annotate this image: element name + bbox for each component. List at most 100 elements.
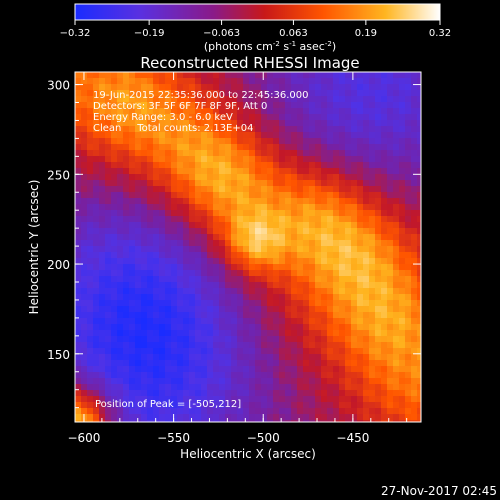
heatmap-cell: [231, 348, 238, 355]
heatmap-cell: [303, 246, 310, 253]
heatmap-cell: [153, 396, 160, 403]
heatmap-cell: [225, 360, 232, 367]
heatmap-cell: [417, 156, 422, 163]
heatmap-cell: [147, 240, 154, 247]
heatmap-cell: [321, 276, 328, 283]
heatmap-cell: [159, 378, 166, 385]
heatmap-cell: [129, 408, 136, 415]
heatmap-cell: [201, 138, 208, 145]
heatmap-cell: [117, 246, 124, 253]
heatmap-cell: [381, 102, 388, 109]
heatmap-cell: [255, 300, 262, 307]
heatmap-cell: [267, 348, 274, 355]
heatmap-cell: [411, 354, 418, 361]
heatmap-cell: [147, 300, 154, 307]
heatmap-cell: [375, 354, 382, 361]
heatmap-cell: [219, 192, 226, 199]
heatmap-cell: [297, 132, 304, 139]
heatmap-cell: [399, 276, 406, 283]
heatmap-cell: [267, 324, 274, 331]
heatmap-cell: [237, 360, 244, 367]
heatmap-cell: [351, 246, 358, 253]
heatmap-cell: [279, 78, 286, 85]
heatmap-cell: [231, 186, 238, 193]
heatmap-cell: [327, 282, 334, 289]
heatmap-cell: [147, 234, 154, 241]
heatmap-cell: [99, 360, 106, 367]
heatmap-cell: [159, 78, 166, 85]
heatmap-cell: [231, 162, 238, 169]
heatmap-cell: [411, 348, 418, 355]
heatmap-cell: [135, 402, 142, 409]
heatmap-cell: [417, 78, 422, 85]
heatmap-cell: [111, 180, 118, 187]
heatmap-cell: [219, 414, 226, 421]
heatmap-cell: [369, 192, 376, 199]
heatmap-cell: [75, 186, 82, 193]
heatmap-cell: [231, 138, 238, 145]
heatmap-cell: [357, 414, 364, 421]
heatmap-cell: [123, 126, 130, 133]
heatmap-cell: [177, 258, 184, 265]
heatmap-cell: [87, 78, 94, 85]
heatmap-cell: [99, 390, 106, 397]
heatmap-cell: [327, 420, 334, 423]
heatmap-cell: [315, 174, 322, 181]
heatmap-cell: [93, 168, 100, 175]
heatmap-cell: [93, 264, 100, 271]
heatmap-cell: [369, 120, 376, 127]
heatmap-cell: [285, 318, 292, 325]
heatmap-cell: [309, 414, 316, 421]
heatmap-cell: [291, 114, 298, 121]
heatmap-cell: [141, 120, 148, 127]
heatmap-cell: [345, 132, 352, 139]
heatmap-cell: [189, 318, 196, 325]
heatmap-cell: [327, 192, 334, 199]
heatmap-cell: [135, 132, 142, 139]
heatmap-cell: [105, 288, 112, 295]
heatmap-cell: [285, 174, 292, 181]
heatmap-cell: [165, 126, 172, 133]
heatmap-cell: [207, 90, 214, 97]
heatmap-cell: [201, 114, 208, 121]
heatmap-cell: [81, 138, 88, 145]
heatmap-cell: [363, 288, 370, 295]
heatmap-cell: [111, 342, 118, 349]
heatmap-cell: [291, 312, 298, 319]
heatmap-cell: [393, 270, 400, 277]
heatmap-cell: [399, 120, 406, 127]
heatmap-cell: [207, 138, 214, 145]
heatmap-cell: [411, 78, 418, 85]
heatmap-cell: [111, 294, 118, 301]
heatmap-cell: [345, 228, 352, 235]
heatmap-cell: [387, 72, 394, 79]
heatmap-cell: [273, 348, 280, 355]
heatmap-cell: [135, 342, 142, 349]
heatmap-cell: [357, 108, 364, 115]
heatmap-cell: [219, 342, 226, 349]
heatmap-cell: [231, 126, 238, 133]
heatmap-cell: [261, 192, 268, 199]
heatmap-cell: [237, 336, 244, 343]
heatmap-cell: [129, 336, 136, 343]
heatmap-cell: [261, 282, 268, 289]
heatmap-cell: [105, 402, 112, 409]
heatmap-cell: [93, 384, 100, 391]
heatmap-cell: [297, 126, 304, 133]
heatmap-cell: [267, 396, 274, 403]
heatmap-cell: [231, 144, 238, 151]
heatmap-cell: [345, 378, 352, 385]
heatmap-cell: [177, 84, 184, 91]
heatmap-cell: [309, 120, 316, 127]
heatmap-cell: [249, 84, 256, 91]
heatmap-cell: [165, 306, 172, 313]
heatmap-cell: [399, 234, 406, 241]
heatmap-cell: [393, 336, 400, 343]
heatmap-cell: [159, 192, 166, 199]
heatmap-cell: [375, 348, 382, 355]
heatmap-cell: [201, 198, 208, 205]
heatmap-cell: [273, 372, 280, 379]
heatmap-cell: [297, 168, 304, 175]
heatmap-cell: [333, 222, 340, 229]
heatmap-cell: [183, 342, 190, 349]
